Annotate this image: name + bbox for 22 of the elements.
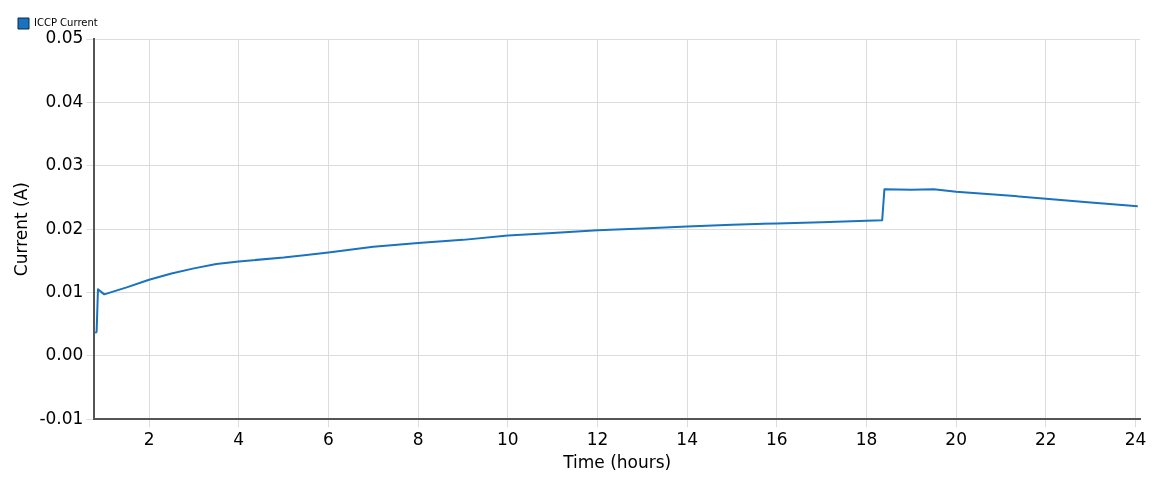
x-tick-label: 6 <box>323 428 334 449</box>
y-tick-label: 0.04 <box>45 90 84 111</box>
x-axis-title: Time (hours) <box>562 452 672 473</box>
x-tick-label: 16 <box>765 428 788 449</box>
y-tick-label: 0.01 <box>45 280 84 301</box>
y-tick-label: 0.02 <box>45 217 84 238</box>
x-tick-label: 8 <box>412 428 424 449</box>
x-tick-label: 20 <box>945 428 967 449</box>
x-tick-label: 12 <box>586 428 609 449</box>
x-tick-label: 24 <box>1124 428 1147 449</box>
y-axis-title: Current (A) <box>10 182 31 277</box>
x-tick-label: 18 <box>855 428 878 449</box>
x-tick-label: 14 <box>676 428 698 449</box>
x-tick-label: 2 <box>143 428 155 449</box>
legend-label: ICCP Current <box>34 17 98 29</box>
x-tick-label: 10 <box>496 428 519 449</box>
y-tick-label: 0.00 <box>45 344 84 365</box>
x-tick-label: 22 <box>1035 428 1057 449</box>
y-tick-label: -0.01 <box>39 407 84 428</box>
x-tick-label: 4 <box>233 428 245 449</box>
y-tick-label: 0.05 <box>45 27 84 48</box>
y-tick-label: 0.03 <box>45 154 84 175</box>
